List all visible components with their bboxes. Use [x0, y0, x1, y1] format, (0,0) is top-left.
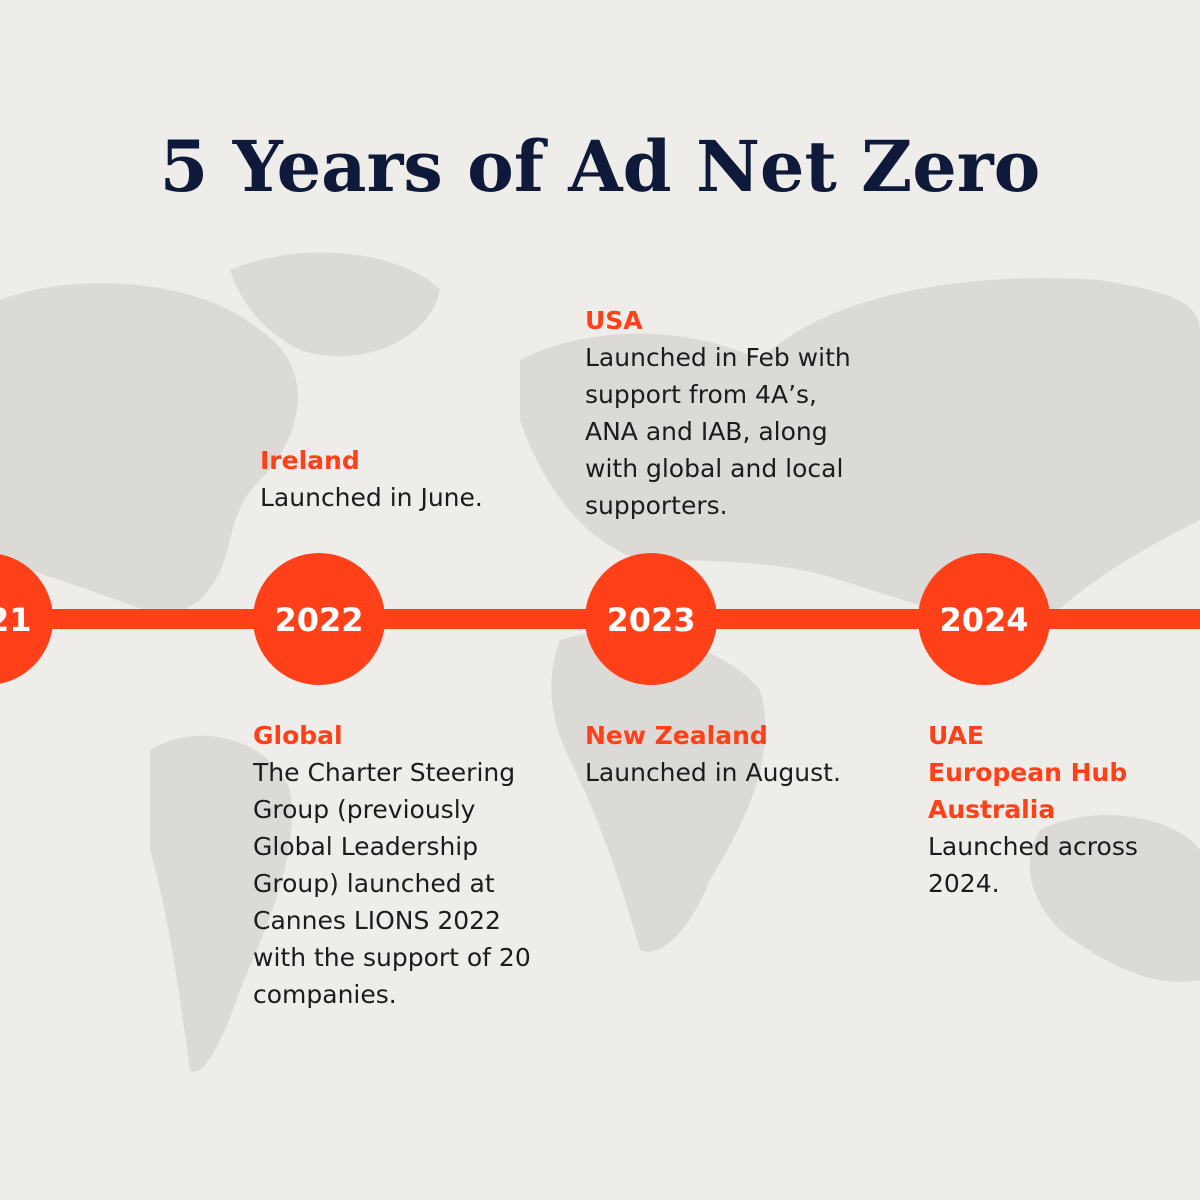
year-node — [585, 553, 717, 685]
event-text: ANA and IAB, along — [585, 417, 828, 446]
year-label: 2021 — [0, 601, 32, 639]
event-text: with global and local — [585, 454, 844, 483]
event-text: Launched in Feb with — [585, 343, 851, 372]
event-text: Launched in June. — [260, 483, 483, 512]
year-node — [0, 554, 53, 684]
event: USA Launched in Feb with support from 4A’s… — [585, 302, 851, 524]
event-text: Launched across — [928, 832, 1138, 861]
event: New Zealand Launched in August. — [585, 717, 841, 791]
event: Ireland Launched in June. — [260, 442, 483, 516]
year-node — [253, 553, 385, 685]
event-heading: USA — [585, 306, 643, 335]
event-heading: Australia — [928, 795, 1056, 824]
event-text: supporters. — [585, 491, 728, 520]
event-heading: Global — [253, 721, 343, 750]
year-label: 2022 — [274, 601, 363, 639]
event-text: 2024. — [928, 869, 1000, 898]
event: Global The Charter Steering Group (previou… — [253, 717, 531, 1013]
event-text: support from 4A’s, — [585, 380, 817, 409]
event-text: Cannes LIONS 2022 — [253, 906, 501, 935]
event: UAE European Hub Australia Launched across 2… — [928, 717, 1138, 902]
year-label: 2024 — [939, 601, 1028, 639]
event-text: Group (previously — [253, 795, 476, 824]
event-text: Global Leadership — [253, 832, 479, 861]
event-heading: UAE — [928, 721, 984, 750]
title: 5 Years of Ad Net Zero — [159, 125, 1041, 208]
event-text: companies. — [253, 980, 397, 1009]
event-heading: New Zealand — [585, 721, 768, 750]
event-text: with the support of 20 — [253, 943, 531, 972]
event-text: Group) launched at — [253, 869, 495, 898]
year-label: 2023 — [606, 601, 695, 639]
event-text: The Charter Steering — [253, 758, 516, 787]
event-heading: Ireland — [260, 446, 360, 475]
event-text: Launched in August. — [585, 758, 841, 787]
event-heading: European Hub — [928, 758, 1128, 787]
year-node — [918, 553, 1050, 685]
